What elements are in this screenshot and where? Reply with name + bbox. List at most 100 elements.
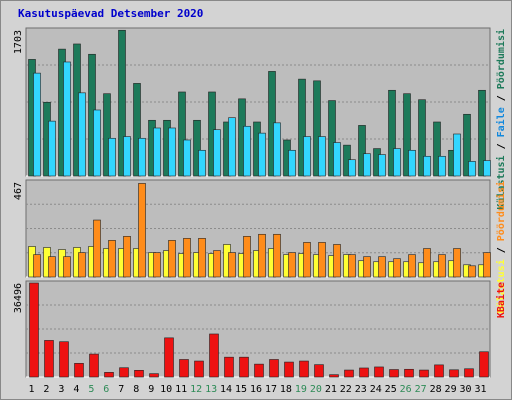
bar-poordumisi-day-16 <box>258 233 266 278</box>
x-tick-label-14: 14 <box>220 384 232 395</box>
bar-kylastusi-day-7 <box>118 29 126 177</box>
bar-poordumisi-day-13 <box>213 250 221 278</box>
bar-kbaite-day-7 <box>119 367 129 378</box>
x-tick-label-22: 22 <box>340 384 352 395</box>
legend-entry: / <box>496 89 507 107</box>
bar-poordumisi-day-22 <box>348 254 356 278</box>
panel-legend: Külastusi / Faile / Pöördumisi <box>495 29 507 210</box>
bar-kbaite-day-14 <box>224 356 234 378</box>
x-tick-label-21: 21 <box>325 384 337 395</box>
bar-poordumisi-day-12 <box>198 238 206 278</box>
chart-title: Kasutuspäevad Detsember 2020 <box>18 7 203 20</box>
x-tick-label-29: 29 <box>445 384 457 395</box>
bar-poordumisi-day-29 <box>453 248 461 278</box>
bar-poordumisi-day-3 <box>63 256 71 278</box>
bar-faile-day-18 <box>288 149 296 177</box>
x-tick-label-5: 5 <box>88 384 94 395</box>
bar-kbaite-day-6 <box>104 372 114 378</box>
bar-kbaite-day-25 <box>389 369 399 378</box>
bar-kbaite-day-21 <box>329 374 339 378</box>
x-tick-label-10: 10 <box>160 384 172 395</box>
legend-entry: / <box>496 241 507 259</box>
bar-kbaite-day-16 <box>254 363 264 378</box>
bar-faile-day-8 <box>138 137 146 177</box>
bar-poordumisi-day-21 <box>333 244 341 278</box>
bar-faile-day-29 <box>453 133 461 177</box>
bar-poordumisi-day-20 <box>318 242 326 278</box>
bar-kylastusi-day-25 <box>388 89 396 177</box>
legend-entry: / <box>496 137 507 155</box>
bar-faile-day-12 <box>198 149 206 177</box>
panel-legend: Külastusi / Pöördumisi <box>495 181 507 313</box>
legend-entry: Külastusi <box>495 259 507 313</box>
bar-faile-day-16 <box>258 132 266 177</box>
bar-poordumisi-day-19 <box>303 242 311 278</box>
bar-poordumisi-day-6 <box>108 240 116 278</box>
panel-legend: KBaite <box>495 282 507 318</box>
x-tick-label-2: 2 <box>43 384 49 395</box>
bar-faile-day-2 <box>48 120 56 177</box>
y-axis-max-label: 467 <box>13 182 24 200</box>
x-tick-label-24: 24 <box>370 384 382 395</box>
bar-poordumisi-day-28 <box>438 254 446 278</box>
bar-faile-day-30 <box>468 161 476 177</box>
x-tick-label-19: 19 <box>295 384 307 395</box>
legend-entry: KBaite <box>495 282 507 318</box>
y-axis-max-label: 1703 <box>13 30 24 54</box>
bar-poordumisi-day-14 <box>228 252 236 278</box>
bar-kbaite-day-23 <box>359 367 369 378</box>
x-tick-label-23: 23 <box>355 384 367 395</box>
bar-poordumisi-day-30 <box>468 265 476 278</box>
x-tick-label-25: 25 <box>385 384 397 395</box>
legend-entry: Külastusi <box>495 155 507 209</box>
bar-faile-day-27 <box>423 155 431 177</box>
x-tick-label-20: 20 <box>310 384 322 395</box>
bar-faile-day-1 <box>33 72 41 177</box>
bar-faile-day-4 <box>78 92 86 177</box>
bar-kbaite-day-13 <box>209 333 219 378</box>
bar-kbaite-day-22 <box>344 369 354 378</box>
bar-faile-day-5 <box>93 109 101 177</box>
x-tick-label-4: 4 <box>73 384 79 395</box>
bar-kbaite-day-5 <box>89 353 99 378</box>
bar-kbaite-day-27 <box>419 369 429 378</box>
bar-poordumisi-day-25 <box>393 258 401 278</box>
x-tick-label-16: 16 <box>250 384 262 395</box>
bar-kbaite-day-17 <box>269 359 279 378</box>
bar-poordumisi-day-11 <box>183 238 191 278</box>
bar-faile-day-6 <box>108 137 116 177</box>
x-tick-label-3: 3 <box>58 384 64 395</box>
bar-kylastusi-day-12 <box>193 119 201 177</box>
bar-poordumisi-day-17 <box>273 233 281 278</box>
panel-3: 36496 KBaite <box>13 280 507 378</box>
bar-kbaite-day-20 <box>314 364 324 378</box>
bar-kbaite-day-15 <box>239 356 249 378</box>
bar-kylastusi-day-26 <box>403 93 411 177</box>
x-tick-label-6: 6 <box>103 384 109 395</box>
bar-faile-day-23 <box>363 153 371 177</box>
x-tick-label-7: 7 <box>118 384 124 395</box>
bar-kbaite-day-24 <box>374 366 384 378</box>
bar-faile-day-10 <box>168 127 176 177</box>
bar-faile-day-14 <box>228 117 236 177</box>
legend-entry: Pöördumisi <box>495 181 507 241</box>
x-tick-label-28: 28 <box>430 384 442 395</box>
x-tick-label-17: 17 <box>265 384 277 395</box>
bar-faile-day-13 <box>213 129 221 177</box>
bar-kylastusi-day-28 <box>433 121 441 177</box>
bar-kylastusi-day-30 <box>463 113 471 177</box>
bar-poordumisi-day-10 <box>168 240 176 278</box>
bar-kbaite-day-12 <box>194 360 204 378</box>
bar-kylastusi-day-23 <box>358 125 366 177</box>
bar-faile-day-31 <box>483 160 491 177</box>
bar-kbaite-day-30 <box>464 368 474 378</box>
x-tick-label-9: 9 <box>148 384 154 395</box>
bar-poordumisi-day-31 <box>483 252 491 278</box>
bar-poordumisi-day-26 <box>408 254 416 278</box>
x-tick-label-11: 11 <box>175 384 187 395</box>
bar-faile-day-24 <box>378 154 386 177</box>
legend-entry: Faile <box>495 107 507 137</box>
y-axis-max-label: 36496 <box>13 283 24 313</box>
bar-kbaite-day-4 <box>74 363 84 378</box>
bar-poordumisi-day-18 <box>288 252 296 278</box>
